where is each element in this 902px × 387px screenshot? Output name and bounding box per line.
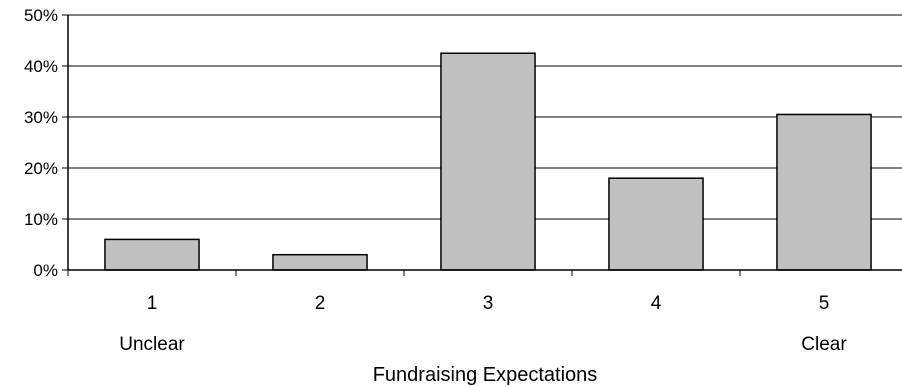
bars	[104, 52, 872, 271]
x-axis-title: Fundraising Expectations	[373, 364, 598, 386]
y-tick-label: 0%	[33, 261, 58, 280]
y-tick-label: 20%	[24, 159, 58, 178]
x-tick-label: 3	[483, 293, 494, 314]
y-tick-label: 30%	[24, 108, 58, 127]
axes	[67, 15, 902, 271]
y-tick-label: 40%	[24, 57, 58, 76]
x-tick-label: 1	[147, 293, 158, 314]
x-category-sublabel: Unclear	[119, 334, 185, 355]
y-tick-label: 50%	[24, 6, 58, 25]
bar-3	[440, 52, 536, 271]
bar-5	[776, 113, 872, 271]
bar-4	[608, 177, 704, 271]
x-axis-ticks: 1 Unclear 2 3 4 5 Clear	[67, 270, 847, 355]
bar-2	[272, 253, 368, 271]
x-tick-label: 4	[651, 293, 662, 314]
x-tick-label: 5	[819, 293, 830, 314]
x-tick-label: 2	[315, 293, 326, 314]
bar-1	[104, 238, 200, 271]
y-tick-label: 10%	[24, 210, 58, 229]
y-axis-ticks: 0% 10% 20% 30% 40% 50%	[24, 6, 68, 280]
x-category-sublabel: Clear	[801, 334, 847, 355]
